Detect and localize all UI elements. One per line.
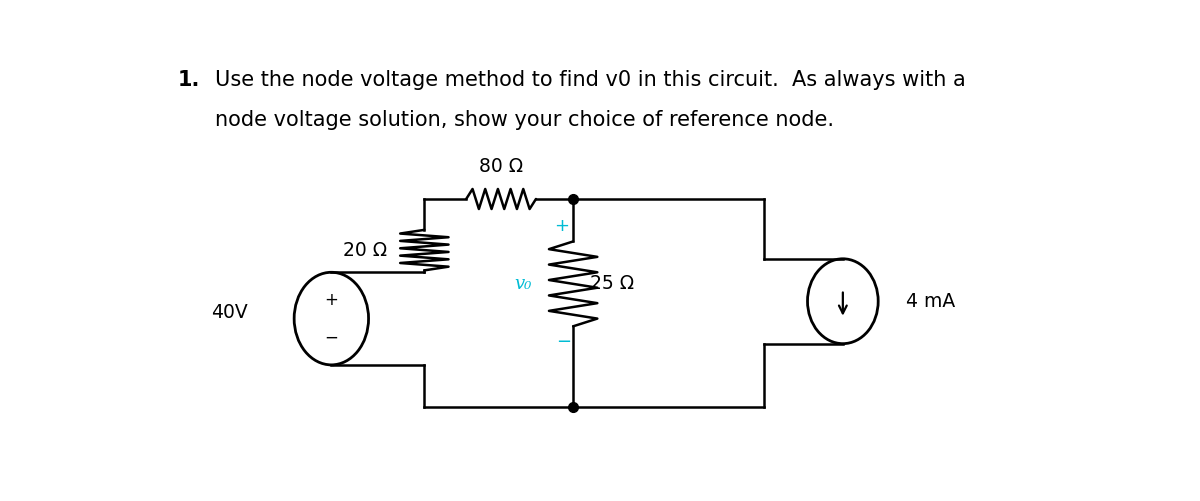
Text: 80 Ω: 80 Ω bbox=[479, 157, 523, 176]
Text: Use the node voltage method to find v0 in this circuit.  As always with a: Use the node voltage method to find v0 i… bbox=[215, 70, 966, 90]
Text: node voltage solution, show your choice of reference node.: node voltage solution, show your choice … bbox=[215, 110, 834, 130]
Text: 25 Ω: 25 Ω bbox=[590, 275, 634, 294]
Text: +: + bbox=[554, 217, 570, 235]
Text: 20 Ω: 20 Ω bbox=[343, 240, 388, 260]
Text: 4 mA: 4 mA bbox=[906, 292, 955, 311]
Text: 1.: 1. bbox=[178, 70, 200, 90]
Text: v₀: v₀ bbox=[514, 275, 532, 293]
Text: +: + bbox=[324, 291, 338, 309]
Text: −: − bbox=[324, 329, 338, 347]
Text: −: − bbox=[557, 333, 571, 351]
Text: 40V: 40V bbox=[211, 303, 247, 322]
